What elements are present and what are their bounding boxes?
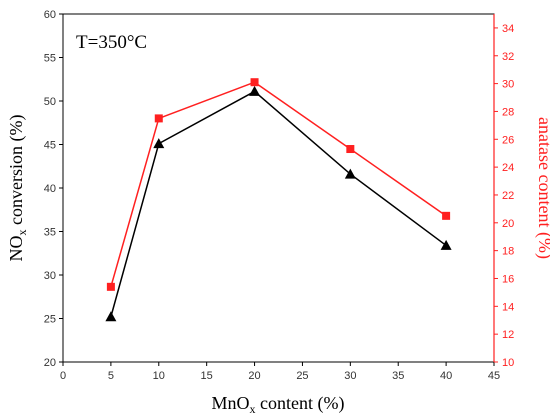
left-y-tick-label-8: 60 [44,9,56,21]
right-y-axis-title: anatase content (%) [534,117,550,259]
x-tick-label-1: 5 [108,370,114,382]
series-1-point-3 [346,145,355,154]
series-0-line [110,90,447,317]
x-axis-ticks: 0 5 10 15 20 25 30 35 40 45 [60,362,500,382]
series-0-point-3 [344,168,356,179]
series-0-point-2 [249,85,261,96]
right-y-tick-label-10: 30 [502,79,514,91]
x-axis-title-rest: content (%) [256,393,345,414]
series-1-point-2 [250,78,259,87]
x-tick-label-2: 10 [153,370,165,382]
left-y-tick-label-3: 35 [44,227,56,239]
right-y-tick-label-6: 22 [502,190,514,202]
x-tick-label-8: 40 [440,370,452,382]
x-tick-label-5: 25 [296,370,308,382]
right-y-tick-label-11: 32 [502,51,514,63]
left-y-tick-label-7: 55 [44,53,56,65]
x-axis-title-main: MnO [212,393,250,413]
left-y-tick-label-5: 45 [44,140,56,152]
series-1-point-0 [106,282,115,291]
left-y-axis-title-rest: conversion (%) [6,115,27,230]
x-tick-label-0: 0 [60,370,66,382]
x-axis-title: MnOx content (%) [212,393,345,416]
right-y-tick-label-3: 16 [502,273,514,285]
left-y-axis-title: NOx conversion (%) [6,115,29,262]
series-0-point-0 [105,311,117,322]
left-y-tick-label-2: 30 [44,270,56,282]
series-1-point-4 [442,211,451,220]
right-y-tick-label-4: 18 [502,246,514,258]
right-y-tick-label-1: 12 [502,329,514,341]
right-y-tick-label-9: 28 [502,106,514,118]
temperature-annotation: T=350°C [76,32,147,53]
right-y-tick-label-8: 26 [502,134,514,146]
right-y-tick-label-7: 24 [502,162,514,174]
x-tick-label-9: 45 [488,370,500,382]
plot-frame [62,13,495,363]
left-y-tick-label-6: 50 [44,96,56,108]
left-y-axis-title-main: NO [6,235,26,261]
x-tick-label-7: 35 [392,370,404,382]
series-1-point-1 [154,114,163,123]
x-axis-title-sub: x [250,402,256,416]
left-y-tick-label-1: 25 [44,314,56,326]
right-y-tick-label-12: 34 [502,23,514,35]
left-y-tick-label-0: 20 [44,357,56,369]
series-layer [105,78,452,322]
right-y-tick-label-5: 20 [502,218,514,230]
x-tick-label-6: 30 [344,370,356,382]
x-tick-label-3: 15 [201,370,213,382]
right-y-tick-label-2: 14 [502,301,514,313]
left-y-axis-ticks: 20 25 30 35 40 45 50 55 60 [44,9,63,369]
left-y-axis-title-sub: x [15,229,29,235]
series-0-point-1 [153,138,165,149]
right-y-axis-ticks: 10 12 14 16 18 20 22 24 26 28 30 32 34 [494,23,514,369]
x-tick-label-4: 20 [248,370,260,382]
left-y-tick-label-4: 40 [44,183,56,195]
series-0-point-4 [440,239,452,250]
right-y-tick-label-0: 10 [502,357,514,369]
